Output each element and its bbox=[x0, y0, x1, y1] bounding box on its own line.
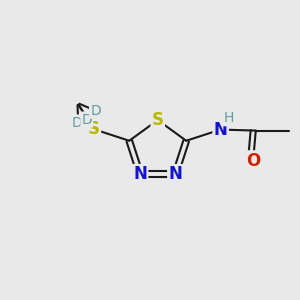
Text: D: D bbox=[72, 116, 83, 130]
Text: N: N bbox=[214, 121, 228, 139]
Text: H: H bbox=[223, 111, 234, 125]
Text: D: D bbox=[90, 103, 101, 118]
Text: N: N bbox=[133, 165, 147, 183]
Text: N: N bbox=[168, 165, 182, 183]
Text: O: O bbox=[246, 152, 260, 169]
Text: S: S bbox=[88, 120, 100, 138]
Text: S: S bbox=[152, 111, 164, 129]
Text: D: D bbox=[82, 112, 92, 127]
